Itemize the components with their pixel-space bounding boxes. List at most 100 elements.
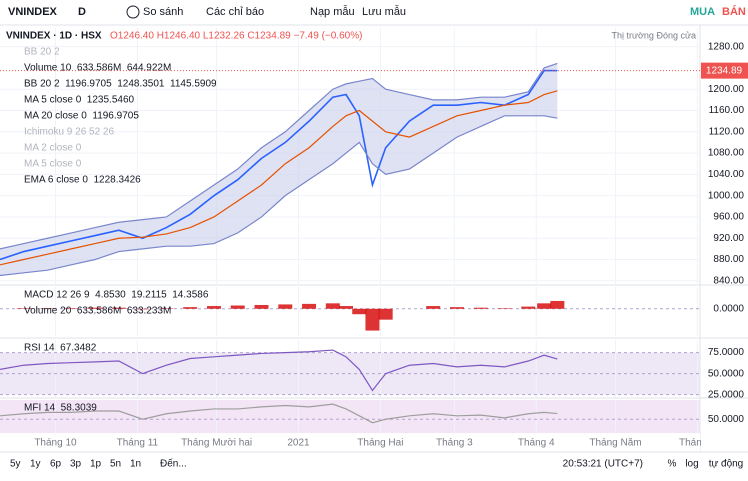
- series-line: [0, 62, 558, 250]
- y-tick-label: 1000.00: [708, 190, 745, 201]
- legend-item: BB 20 2: [24, 47, 60, 58]
- market-status: Thị trường Đóng cửa: [612, 30, 697, 40]
- y-tick-label: 880.00: [713, 254, 744, 265]
- legend-item: MFI 14 58.3039: [24, 403, 97, 414]
- y-tick-label: 25.0000: [708, 389, 745, 400]
- y-tick-label: 1160.00: [709, 105, 745, 116]
- macd-bar: [230, 305, 245, 309]
- macd-bar: [88, 307, 103, 309]
- y-tick-label: 1080.00: [708, 148, 745, 159]
- range-button[interactable]: 6p: [50, 459, 62, 470]
- macd-bar: [365, 308, 380, 331]
- sell-button[interactable]: BÁN: [722, 5, 746, 18]
- range-button[interactable]: 5y: [10, 459, 21, 470]
- last-price-label: 1234.89: [706, 65, 743, 76]
- chart-title: VNINDEX · 1D · HSX: [6, 31, 102, 42]
- indicators-button[interactable]: Các chỉ báo: [206, 6, 264, 18]
- x-tick-label: Tháng 6: [679, 438, 716, 449]
- y-tick-label: 960.00: [713, 212, 744, 223]
- macd-bar: [352, 308, 367, 315]
- panel-band: [0, 400, 700, 433]
- y-tick-label: 75.0000: [708, 347, 745, 358]
- legend-item: Volume 10 633.586M 644.922M: [24, 63, 171, 74]
- x-tick-label: Tháng 10: [34, 438, 77, 449]
- buy-button[interactable]: MUA: [690, 6, 715, 18]
- macd-bar: [16, 308, 31, 309]
- macd-bar: [449, 307, 464, 309]
- legend-item: EMA 6 close 0 1228.3426: [24, 175, 141, 186]
- range-button[interactable]: 1p: [90, 459, 102, 470]
- macd-bar: [111, 307, 126, 309]
- legend-item: MA 5 close 0: [24, 159, 82, 170]
- plots: 840.00 880.00 920.00 960.00 1000.00 1040.00 10…: [0, 28, 748, 433]
- y-tick-label: 50.0000: [708, 368, 745, 379]
- y-tick-label: 1200.00: [708, 84, 745, 95]
- macd-bar: [521, 306, 536, 309]
- series-line: [0, 403, 558, 424]
- macd-bar: [254, 304, 269, 309]
- legend-item: MA 20 close 0 1196.9705: [24, 111, 139, 122]
- x-tick-label: 2021: [287, 438, 310, 449]
- macd-bar: [278, 304, 293, 309]
- compare-icon[interactable]: [126, 5, 140, 19]
- macd-bar: [183, 307, 198, 309]
- compare-button[interactable]: So sánh: [143, 6, 183, 18]
- x-tick-label: Tháng Hai: [357, 438, 403, 449]
- x-tick-label: Tháng 4: [518, 438, 555, 449]
- ohlc-readout: O1246.40 H1246.40 L1232.26 C1234.89 −7.4…: [110, 31, 362, 42]
- symbol[interactable]: VNINDEX: [8, 6, 58, 18]
- interval[interactable]: D: [78, 6, 86, 18]
- last-price-tag: [701, 62, 748, 79]
- bottom-percent[interactable]: %: [668, 459, 677, 470]
- macd-bar: [378, 308, 393, 320]
- legend-item: Volume 20 633.586M 633.233M: [24, 306, 171, 317]
- price-axis-bg: [701, 434, 748, 451]
- y-tick-label: 0.0000: [713, 303, 744, 314]
- legend-item: Ichimoku 9 26 52 26: [24, 127, 114, 138]
- range-button[interactable]: 1n: [130, 459, 141, 470]
- macd-bar: [64, 308, 79, 309]
- y-tick-label: 50.0000: [708, 414, 745, 425]
- macd-bar: [537, 303, 552, 309]
- range-button[interactable]: 3p: [70, 459, 82, 470]
- y-tick-label: 920.00: [713, 233, 744, 244]
- bottom-log[interactable]: log: [685, 459, 698, 470]
- x-tick-label: Tháng Mười hai: [181, 438, 252, 449]
- series-line: [0, 69, 558, 261]
- y-tick-label: 1280.00: [708, 41, 745, 52]
- macd-bar: [550, 300, 565, 309]
- series-line: [0, 115, 558, 277]
- load-template[interactable]: Nạp mẫu: [310, 5, 355, 18]
- macd-bar: [426, 306, 441, 309]
- macd-bar: [135, 308, 150, 310]
- y-tick-label: 840.00: [713, 275, 744, 286]
- toolbar: [0, 0, 748, 25]
- x-tick-label: Tháng 3: [436, 438, 473, 449]
- series-line: [0, 349, 558, 392]
- macd-bar: [497, 308, 512, 309]
- macd-bar: [40, 308, 55, 309]
- bottom-auto[interactable]: tự động: [709, 459, 744, 470]
- legend-item: MA 5 close 0 1235.5460: [24, 95, 135, 106]
- y-tick-label: 1120.00: [709, 126, 745, 137]
- legend-item: MA 2 close 0: [24, 143, 82, 154]
- macd-bar: [473, 307, 488, 309]
- overlay: VNINDEX · 1D · HSX O1246.40 H1246.40 L123…: [0, 30, 748, 470]
- legend-item: RSI 14 67.3482: [24, 343, 97, 354]
- macd-bar: [339, 306, 354, 309]
- legend-item: BB 20 2 1196.9705 1248.3501 1145.5909: [24, 79, 217, 90]
- macd-bar: [325, 303, 340, 309]
- x-tick-label: Tháng 11: [117, 438, 159, 449]
- series-line: [0, 90, 558, 266]
- range-button[interactable]: 1y: [30, 459, 41, 470]
- legend-item: MACD 12 26 9 4.8530 19.2115 14.3586: [24, 290, 209, 301]
- macd-bar: [206, 306, 221, 309]
- bottom-clock: 20:53:21 (UTC+7): [563, 459, 643, 470]
- bottom-goto[interactable]: Đến...: [160, 458, 187, 470]
- save-template[interactable]: Lưu mẫu: [362, 5, 406, 18]
- range-button[interactable]: 5n: [110, 459, 121, 470]
- macd-bar: [159, 308, 174, 309]
- x-tick-label: Tháng Năm: [589, 438, 641, 449]
- time-axis-cover: [0, 434, 700, 451]
